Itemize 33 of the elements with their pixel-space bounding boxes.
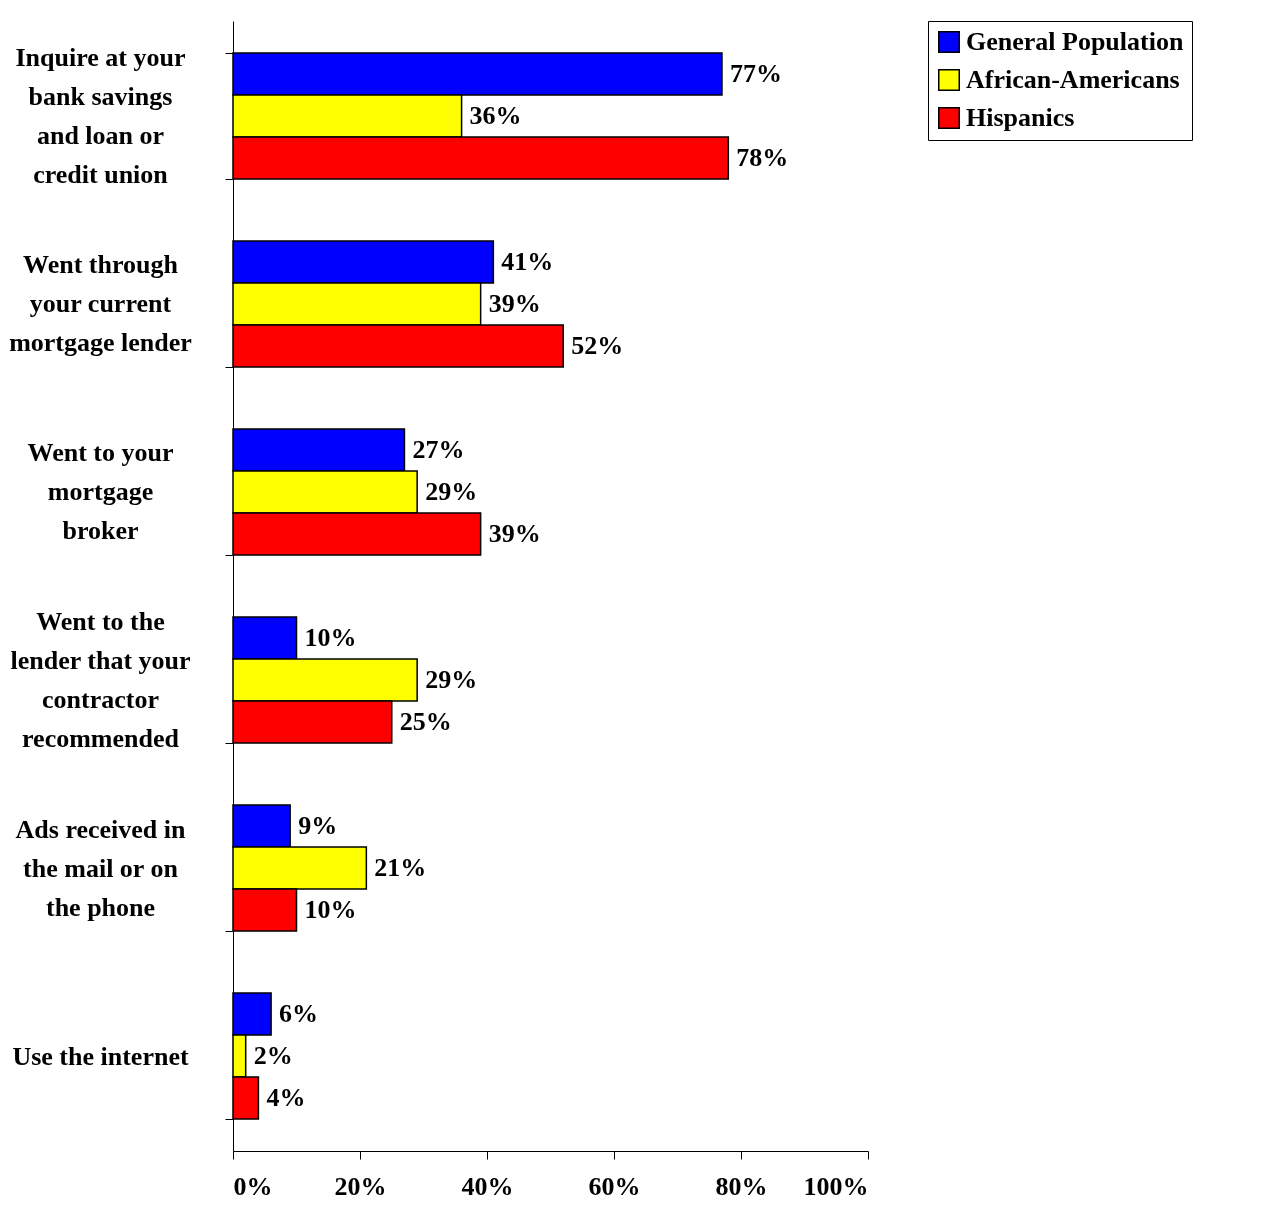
data-label: 10% [304, 623, 357, 653]
legend-label: African-Americans [966, 65, 1180, 94]
x-tick-label: 100% [803, 1171, 869, 1201]
data-label: 10% [304, 895, 357, 925]
data-label: 39% [488, 518, 541, 548]
data-label: 77% [729, 58, 782, 88]
y-tick-label: Inquire at your bank savings and loan or credit union [15, 42, 186, 189]
data-label: 39% [488, 288, 541, 318]
x-tick-label: 40% [461, 1171, 514, 1201]
data-label: 29% [425, 665, 478, 695]
data-label: 2% [253, 1041, 293, 1071]
data-label: 25% [399, 707, 452, 736]
data-label: 27% [412, 435, 465, 464]
x-tick-label: 20% [334, 1171, 387, 1201]
x-tick-label: 80% [715, 1171, 768, 1201]
data-label: 52% [571, 330, 624, 360]
y-tick-label: Went to the lender that your contractor recommended [10, 607, 191, 754]
data-label: 36% [469, 100, 522, 130]
y-tick-label: Use the internet [12, 1041, 189, 1071]
data-label: 6% [279, 999, 319, 1029]
data-label: 9% [298, 811, 338, 841]
data-label: 29% [425, 476, 478, 506]
legend-label: General Population [966, 27, 1184, 56]
legend-label: Hispanics [966, 103, 1075, 132]
x-tick-label: 0% [233, 1171, 273, 1201]
y-tick-label: Went through your current mortgage lender [9, 250, 192, 358]
y-tick-label: Went to your mortgage broker [27, 438, 174, 546]
data-label: 21% [374, 853, 427, 883]
x-tick-label: 60% [588, 1171, 641, 1201]
data-label: 4% [266, 1083, 306, 1113]
data-label: 78% [736, 142, 789, 172]
data-label: 41% [501, 246, 554, 276]
y-tick-label: Ads received in the mail or on the phone [15, 814, 187, 922]
